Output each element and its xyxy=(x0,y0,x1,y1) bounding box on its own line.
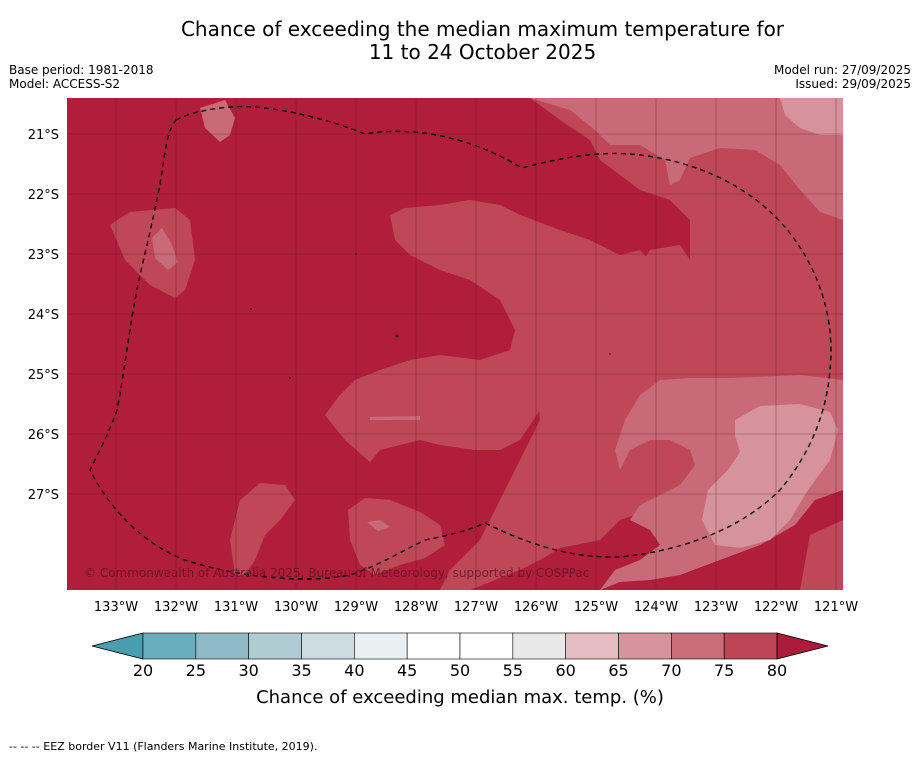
colorbar-tick-label: 45 xyxy=(397,661,417,680)
lon-label: 130°W xyxy=(274,600,318,615)
field-75-80-center xyxy=(325,200,650,462)
title-line-1: Chance of exceeding the median maximum t… xyxy=(180,17,785,41)
colorbar-segment xyxy=(301,632,355,660)
colorbar-tick-label: 80 xyxy=(767,661,787,680)
field-65-70-northeast xyxy=(780,98,843,135)
lon-label: 125°W xyxy=(574,600,618,615)
colorbar-tick-label: 40 xyxy=(344,661,364,680)
eez-footnote: -- -- -- EEZ border V11 (Flanders Marine… xyxy=(9,740,318,753)
colorbar-tick-label: 20 xyxy=(133,661,153,680)
probability-field xyxy=(67,98,843,590)
lon-label: 122°W xyxy=(754,600,798,615)
islands xyxy=(250,253,611,379)
chart-title: Chance of exceeding the median maximum t… xyxy=(0,18,919,64)
colorbar-segment xyxy=(248,632,302,660)
colorbar-tick-label: 50 xyxy=(450,661,470,680)
lon-label: 129°W xyxy=(334,600,378,615)
base-period: Base period: 1981-2018 xyxy=(9,63,154,77)
colorbar-segment xyxy=(459,632,514,660)
colorbar-tick-label: 55 xyxy=(503,661,523,680)
field-75-80-west xyxy=(110,208,195,298)
colorbar-segment xyxy=(565,632,619,660)
lon-label: 133°W xyxy=(94,600,138,615)
colorbar-tick-label: 70 xyxy=(661,661,681,680)
lat-label: 23°S xyxy=(28,248,59,263)
lat-label: 21°S xyxy=(28,128,59,143)
lat-label: 22°S xyxy=(28,188,59,203)
colorbar-tick-label: 65 xyxy=(608,661,628,680)
longitude-labels: 133°W 132°W 131°W 130°W 129°W 128°W 127°… xyxy=(94,600,858,615)
field-70-75-west xyxy=(152,228,178,270)
colorbar-segment xyxy=(618,632,672,660)
meta-left: Base period: 1981-2018 Model: ACCESS-S2 xyxy=(9,63,154,91)
colorbar-segment xyxy=(406,632,461,660)
eez-border xyxy=(89,105,832,580)
lon-label: 124°W xyxy=(634,600,678,615)
colorbar-segments xyxy=(142,632,778,660)
model-name: Model: ACCESS-S2 xyxy=(9,77,121,91)
colorbar-tick-label: 60 xyxy=(555,661,575,680)
field-75-80-southcenter xyxy=(348,498,445,575)
copyright-text: © Commonwealth of Australia 2025, Bureau… xyxy=(84,566,589,580)
latitude-labels: 21°S 22°S 23°S 24°S 25°S 26°S 27°S xyxy=(28,128,59,503)
colorbar-segment xyxy=(671,632,725,660)
colorbar-segment xyxy=(512,632,566,660)
lon-label: 128°W xyxy=(394,600,438,615)
colorbar-label: Chance of exceeding median max. temp. (%… xyxy=(256,687,664,708)
lon-label: 131°W xyxy=(214,600,258,615)
colorbar-over-arrow xyxy=(776,632,829,660)
colorbar-segment xyxy=(142,632,197,660)
island-dot xyxy=(250,308,252,310)
lat-label: 26°S xyxy=(28,428,59,443)
field-70-75-north xyxy=(200,100,235,142)
colorbar-segment xyxy=(195,632,249,660)
lon-label: 126°W xyxy=(514,600,558,615)
field-70-75-streak xyxy=(370,416,420,420)
grid-lines xyxy=(67,98,843,590)
lon-label: 127°W xyxy=(454,600,498,615)
colorbar-segment xyxy=(723,632,778,660)
field-70-75-northeast xyxy=(530,98,843,220)
island-dot xyxy=(395,334,399,338)
colorbar-ticks: 20 25 30 35 40 45 50 55 60 65 70 75 80 xyxy=(133,661,787,680)
lat-label: 27°S xyxy=(28,488,59,503)
field-75-80-south xyxy=(230,483,295,575)
island-dot xyxy=(609,353,611,355)
lon-label: 132°W xyxy=(154,600,198,615)
colorbar-tick-label: 30 xyxy=(238,661,258,680)
colorbar-under-arrow xyxy=(91,632,144,660)
colorbar: 20 25 30 35 40 45 50 55 60 65 70 75 80 Chance of exc… xyxy=(91,632,829,708)
issued-date: Issued: 29/09/2025 xyxy=(795,77,911,91)
colorbar-tick-label: 75 xyxy=(714,661,734,680)
colorbar-segment xyxy=(354,632,408,660)
lat-label: 24°S xyxy=(28,308,59,323)
lon-label: 121°W xyxy=(814,600,858,615)
colorbar-tick-label: 25 xyxy=(186,661,206,680)
field-65-70-east xyxy=(702,404,838,548)
island-dot xyxy=(289,377,291,379)
title-line-2: 11 to 24 October 2025 xyxy=(368,40,597,64)
lat-label: 25°S xyxy=(28,368,59,383)
model-run: Model run: 27/09/2025 xyxy=(773,63,911,77)
colorbar-tick-label: 35 xyxy=(291,661,311,680)
lon-label: 123°W xyxy=(694,600,738,615)
island-dot xyxy=(355,253,357,255)
field-70-75-south xyxy=(367,520,390,531)
meta-right: Model run: 27/09/2025 Issued: 29/09/2025 xyxy=(774,63,911,91)
